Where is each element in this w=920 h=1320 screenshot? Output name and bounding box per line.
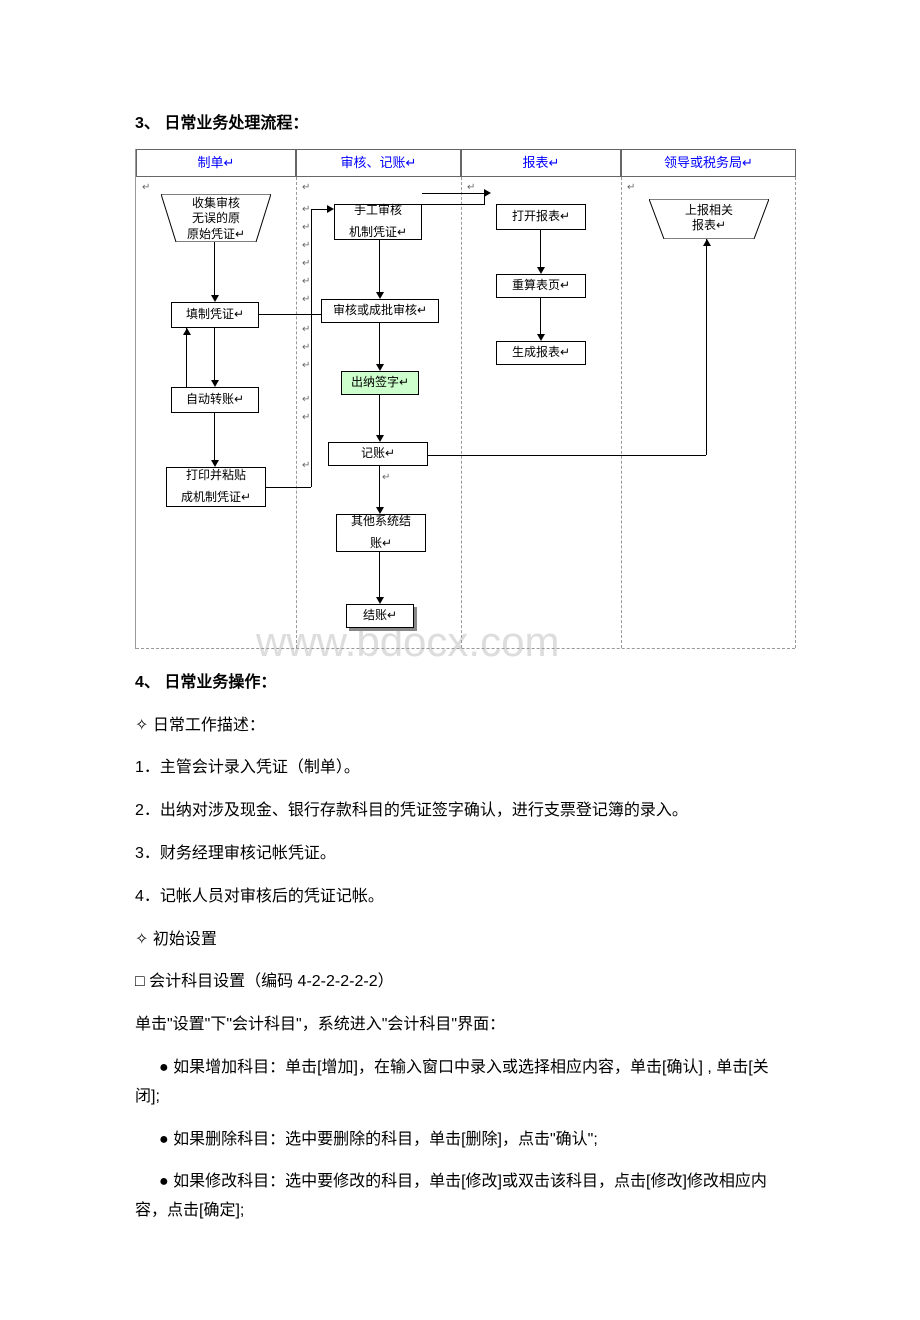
paragraph: 2．出纳对涉及现金、银行存款科目的凭证签字确认，进行支票登记簿的录入。 xyxy=(135,797,790,826)
arrowhead xyxy=(211,380,219,387)
arrow xyxy=(422,193,484,194)
arrow xyxy=(706,239,707,455)
enter-mark: ↵ xyxy=(302,219,310,237)
flowchart-diagram: www.bdocx.com 制单↵ 审核、记账↵ 报表↵ 领导或税务局↵ ↵ ↵… xyxy=(135,149,795,649)
arrow xyxy=(214,328,215,382)
enter-mark: ↵ xyxy=(467,179,475,197)
arrow xyxy=(379,323,380,366)
arrow xyxy=(540,298,541,336)
swimlane-divider xyxy=(461,177,462,648)
swimlane-header-3: 报表↵ xyxy=(461,149,621,177)
node-collect: 收集审核 无误的原 原始凭证↵ xyxy=(161,196,271,243)
arrow xyxy=(266,487,311,488)
arrowhead xyxy=(376,435,384,442)
node-auto-transfer: 自动转账↵ xyxy=(171,387,259,413)
arrowhead xyxy=(376,507,384,514)
arrowhead xyxy=(327,205,334,213)
node-other-close: 其他系统结 账↵ xyxy=(336,514,426,552)
node-submit-report: 上报相关 报表↵ xyxy=(649,203,769,234)
enter-mark: ↵ xyxy=(302,291,310,309)
swimlane-divider xyxy=(795,177,796,648)
arrowhead xyxy=(211,295,219,302)
paragraph: ● 如果删除科目：选中要删除的科目，单击[删除]，点击"确认"; xyxy=(135,1126,790,1155)
arrow xyxy=(214,242,215,297)
arrowhead xyxy=(376,364,384,371)
arrowhead xyxy=(376,597,384,604)
node-close: 结账↵ xyxy=(346,604,414,628)
paragraph: ✧ 初始设置 xyxy=(135,926,790,955)
enter-mark: ↵ xyxy=(302,255,310,273)
section-heading-4: 4、 日常业务操作： xyxy=(135,669,790,698)
paragraph: 4．记帐人员对审核后的凭证记帐。 xyxy=(135,883,790,912)
enter-mark: ↵ xyxy=(382,469,390,487)
enter-mark: ↵ xyxy=(302,179,310,197)
enter-mark: ↵ xyxy=(302,357,310,375)
arrowhead xyxy=(183,328,191,335)
arrowhead xyxy=(376,292,384,299)
arrowhead xyxy=(703,239,711,246)
node-fill-voucher: 填制凭证↵ xyxy=(171,302,259,328)
arrowhead xyxy=(484,189,491,197)
enter-mark: ↵ xyxy=(302,339,310,357)
node-gen-report: 生成报表↵ xyxy=(496,341,586,365)
node-bookkeep: 记账↵ xyxy=(328,442,428,466)
section-heading-3: 3、 日常业务处理流程： xyxy=(135,110,790,139)
swimlane-header-1: 制单↵ xyxy=(136,149,296,177)
arrow xyxy=(379,552,380,599)
swimlane-divider xyxy=(296,177,297,648)
arrow xyxy=(422,204,484,205)
enter-mark: ↵ xyxy=(302,273,310,291)
paragraph: 单击"设置"下"会计科目"，系统进入"会计科目"界面： xyxy=(135,1011,790,1040)
node-manual-audit: 手工审核 机制凭证↵ xyxy=(334,204,422,240)
arrow xyxy=(311,209,312,487)
node-cashier-sign: 出纳签字↵ xyxy=(341,371,419,395)
paragraph: 3．财务经理审核记帐凭证。 xyxy=(135,840,790,869)
enter-mark: ↵ xyxy=(302,391,310,409)
arrow xyxy=(540,230,541,269)
swimlane-divider xyxy=(621,177,622,648)
enter-mark: ↵ xyxy=(302,457,310,475)
paragraph: □ 会计科目设置（编码 4-2-2-2-2-2） xyxy=(135,968,790,997)
arrow xyxy=(379,466,380,509)
paragraph: ● 如果修改科目：选中要修改的科目，单击[修改]或双击该科目，点击[修改]修改相… xyxy=(135,1168,790,1226)
node-print-voucher: 打印并粘贴 成机制凭证↵ xyxy=(166,467,266,507)
arrow xyxy=(428,455,706,456)
swimlane-header-2: 审核、记账↵ xyxy=(296,149,461,177)
swimlane-header-4: 领导或税务局↵ xyxy=(621,149,796,177)
arrowhead xyxy=(537,334,545,341)
arrowhead xyxy=(211,460,219,467)
arrowhead xyxy=(537,267,545,274)
node-open-report: 打开报表↵ xyxy=(496,204,586,230)
enter-mark: ↵ xyxy=(302,409,310,427)
bottom-border xyxy=(136,648,795,649)
paragraph: ✧ 日常工作描述： xyxy=(135,712,790,741)
arrow xyxy=(379,240,380,294)
enter-mark: ↵ xyxy=(302,201,310,219)
paragraph: 1．主管会计录入凭证（制单）。 xyxy=(135,754,790,783)
node-audit-batch: 审核或成批审核↵ xyxy=(321,299,439,323)
enter-mark: ↵ xyxy=(142,179,150,197)
enter-mark: ↵ xyxy=(627,179,635,197)
arrow xyxy=(186,328,187,387)
enter-mark: ↵ xyxy=(302,321,310,339)
enter-mark: ↵ xyxy=(302,237,310,255)
paragraph: ● 如果增加科目：单击[增加]，在输入窗口中录入或选择相应内容，单击[确认] ,… xyxy=(135,1054,790,1112)
arrow xyxy=(214,413,215,462)
arrow xyxy=(379,395,380,437)
node-recalc: 重算表页↵ xyxy=(496,274,586,298)
